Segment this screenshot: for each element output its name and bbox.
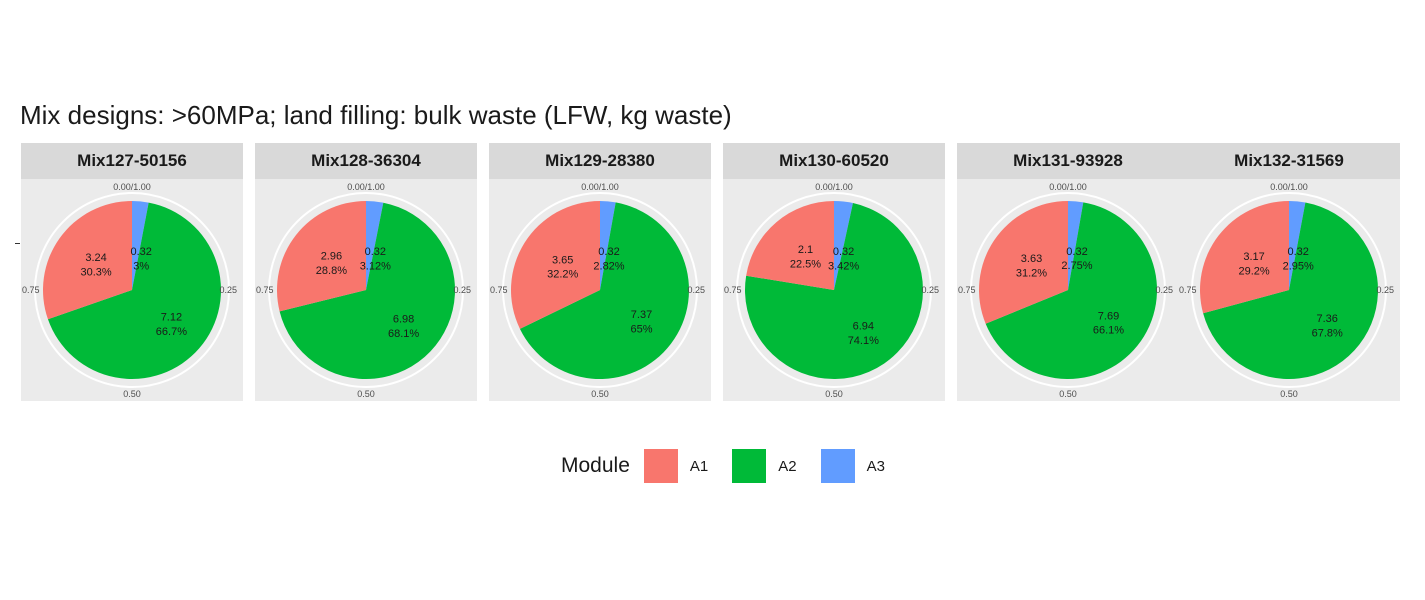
pie-slice-a3 [1289, 201, 1306, 290]
pie-slice-a3 [1068, 201, 1084, 290]
pie-slice-a2 [519, 202, 689, 380]
theta-tick-label: 0.00/1.00 [815, 182, 853, 192]
theta-tick-label: 0.50 [357, 389, 375, 399]
facet-strip-label: Mix130-60520 [723, 143, 945, 179]
slice-data-label-a1: 3.24 30.3% [80, 252, 111, 278]
theta-tick-label: 0.25 [453, 285, 471, 295]
facet-strip-label: Mix132-31569 [1178, 143, 1400, 179]
facet-panel: Mix132-31569 3.17 29.2% 7.36 67.8% 0.32 2.95% 0… [1178, 143, 1400, 401]
pie-panel-svg: 3.63 31.2% 7.69 66.1% 0.32 2.75% 0.00/1.00 0.25… [957, 179, 1179, 401]
theta-tick-label: 0.75 [724, 285, 742, 295]
facet-strip-label: Mix131-93928 [957, 143, 1179, 179]
theta-tick-label: 0.50 [123, 389, 141, 399]
facet-panel: Mix128-36304 2.96 28.8% 6.98 68.1% 0.32 3.12% 0… [255, 143, 477, 401]
polar-gridline [1191, 192, 1387, 388]
pie-slice-a2 [47, 202, 222, 379]
slice-data-label-a1: 2.96 28.8% [316, 251, 347, 277]
slice-data-label-a2: 6.94 74.1% [848, 321, 879, 347]
polar-gridline [502, 192, 698, 388]
pie-slice-a3 [366, 201, 384, 290]
legend-label-a3: A3 [866, 457, 885, 475]
pie-slice-a1 [1200, 201, 1289, 314]
facet-panel: Mix130-60520 2.1 22.5% 6.94 74.1% 0.32 3.42% 0.… [723, 143, 945, 401]
pie-slice-a2 [1203, 202, 1379, 379]
pie-slice-a3 [132, 201, 149, 290]
theta-tick-label: 0.50 [591, 389, 609, 399]
slice-data-label-a3: 0.32 3.42% [828, 246, 859, 272]
theta-tick-label: 0.75 [490, 285, 508, 295]
facet-strip-label: Mix127-50156 [21, 143, 243, 179]
slice-data-label-a1: 2.1 22.5% [790, 244, 821, 270]
legend-title: Module [561, 454, 630, 477]
theta-tick-label: 0.50 [1059, 389, 1077, 399]
theta-tick-label: 0.00/1.00 [113, 182, 151, 192]
theta-tick-label: 0.00/1.00 [581, 182, 619, 192]
theta-tick-label: 0.50 [825, 389, 843, 399]
pie-slice-a3 [600, 201, 616, 290]
pie-panel-svg: 2.1 22.5% 6.94 74.1% 0.32 3.42% 0.00/1.00 0.25 0… [723, 179, 945, 401]
polar-gridline [970, 192, 1166, 388]
theta-tick-label: 0.00/1.00 [1049, 182, 1087, 192]
slice-data-label-a2: 6.98 68.1% [388, 314, 419, 340]
theta-tick-label: 0.25 [921, 285, 939, 295]
pie-panel-svg: 2.96 28.8% 6.98 68.1% 0.32 3.12% 0.00/1.00 0.25… [255, 179, 477, 401]
facet-strip-label: Mix129-28380 [489, 143, 711, 179]
pie-panel-svg: 3.24 30.3% 7.12 66.7% 0.32 3% 0.00/1.00 0.25 0.5… [21, 179, 243, 401]
pie-slice-a2 [279, 202, 455, 379]
facet-strip-label: Mix128-36304 [255, 143, 477, 179]
pie-slice-a1 [510, 200, 600, 329]
pie-panel-svg: 3.65 32.2% 7.37 65% 0.32 2.82% 0.00/1.00 0.25 0.… [489, 179, 711, 401]
polar-gridline [736, 192, 932, 388]
polar-gridline [268, 192, 464, 388]
slice-data-label-a2: 7.12 66.7% [156, 312, 187, 338]
theta-tick-label: 0.25 [1376, 285, 1394, 295]
pie-slice-a1 [276, 201, 366, 312]
legend-label-a2: A2 [778, 457, 797, 475]
y-axis-tick [15, 243, 20, 244]
theta-tick-label: 0.25 [687, 285, 705, 295]
facet-panel: Mix131-93928 3.63 31.2% 7.69 66.1% 0.32 2.75% 0… [957, 143, 1179, 401]
pie-panel-svg: 3.17 29.2% 7.36 67.8% 0.32 2.95% 0.00/1.00 0.25… [1178, 179, 1400, 401]
pie-slice-a2 [985, 202, 1157, 379]
facet-panel: Mix127-50156 3.24 30.3% 7.12 66.7% 0.32 3% 0.00… [21, 143, 243, 401]
theta-tick-label: 0.50 [1280, 389, 1298, 399]
legend-key-a2 [732, 449, 767, 483]
legend-key-a1 [643, 449, 678, 483]
slice-data-label-a1: 3.65 32.2% [547, 254, 578, 280]
pie-slice-a1 [979, 201, 1068, 324]
chart-title: Mix designs: >60MPa; land filling: bulk … [20, 100, 732, 130]
slice-data-label-a3: 0.32 2.95% [1283, 246, 1314, 272]
slice-data-label-a3: 0.32 3.12% [360, 246, 391, 272]
slice-data-label-a1: 3.17 29.2% [1238, 251, 1269, 277]
legend: Module A1 A2 A3 [561, 448, 909, 484]
slice-data-label-a2: 7.36 67.8% [1312, 313, 1343, 339]
slice-data-label-a3: 0.32 2.75% [1061, 246, 1092, 272]
slice-data-label-a3: 0.32 2.82% [593, 246, 624, 272]
theta-tick-label: 0.75 [958, 285, 976, 295]
slice-data-label-a2: 7.37 65% [630, 309, 652, 335]
pie-slice-a2 [744, 203, 923, 380]
legend-key-a3 [820, 449, 855, 483]
facet-panel: Mix129-28380 3.65 32.2% 7.37 65% 0.32 2.82% 0.0… [489, 143, 711, 401]
slice-data-label-a2: 7.69 66.1% [1093, 310, 1124, 336]
theta-tick-label: 0.00/1.00 [347, 182, 385, 192]
polar-gridline [34, 192, 230, 388]
pie-slice-a1 [43, 201, 132, 320]
theta-tick-label: 0.25 [1155, 285, 1173, 295]
legend-label-a1: A1 [689, 457, 709, 475]
theta-tick-label: 0.25 [219, 285, 237, 295]
theta-tick-label: 0.75 [22, 285, 40, 295]
theta-tick-label: 0.00/1.00 [1270, 182, 1308, 192]
theta-tick-label: 0.75 [256, 285, 274, 295]
pie-slice-a3 [834, 201, 853, 290]
pie-slice-a1 [746, 201, 834, 290]
slice-data-label-a3: 0.32 3% [130, 246, 151, 272]
theta-tick-label: 0.75 [1179, 285, 1197, 295]
slice-data-label-a1: 3.63 31.2% [1016, 253, 1047, 279]
